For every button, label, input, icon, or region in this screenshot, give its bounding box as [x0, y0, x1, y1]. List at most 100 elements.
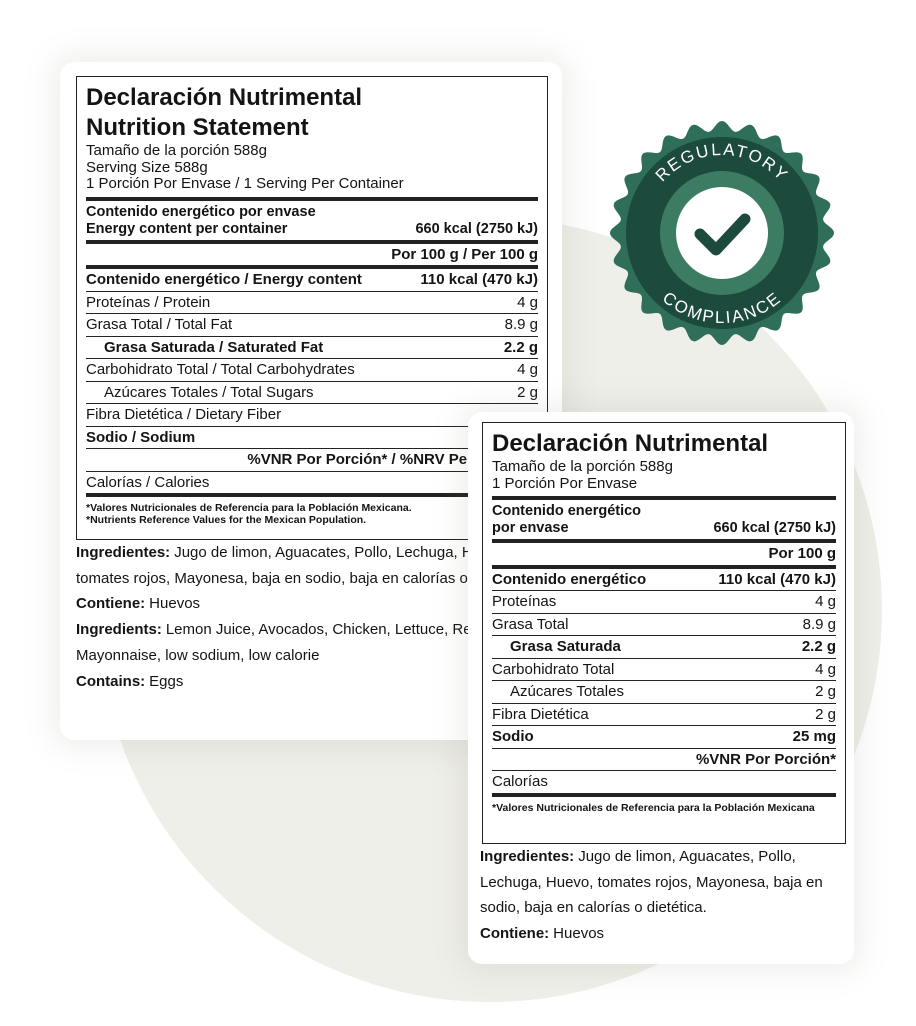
vnr-row: %VNR Por Porción* / %NRV Per Serving*	[86, 448, 538, 471]
title-line: Nutrition Statement	[86, 114, 309, 141]
row-value: 2.2 g	[503, 338, 538, 356]
row: Azúcares Totales 2 g	[492, 680, 836, 703]
row-value: 4 g	[517, 361, 538, 378]
footnote: *Valores Nutricionales de Referencia par…	[86, 502, 412, 514]
title: Declaración Nutrimental Nutrition Stateme…	[86, 83, 538, 143]
row-label: Sodio	[492, 728, 534, 745]
energy-row: Contenido energético por envase Energy co…	[86, 196, 538, 240]
row-value: 4 g	[815, 660, 836, 678]
footnote: *Valores Nutricionales de Referencia par…	[492, 801, 815, 814]
ingredient-text: Huevos	[149, 595, 201, 613]
ingredients: Ingredientes: Jugo de limon, Aguacates, P…	[480, 844, 842, 947]
row-value: 2 g	[815, 705, 836, 723]
row-label: Proteínas / Protein	[86, 293, 211, 311]
row-label: Azúcares Totales	[510, 683, 624, 700]
row-value: 25 mg	[792, 728, 836, 745]
row-label: Grasa Saturada	[510, 638, 621, 655]
row-value: 8.9 g	[802, 615, 836, 633]
energy-row: Contenido energético por envase 660 kcal (…	[492, 496, 836, 539]
serving-line: Tamaño de la porción 588g	[492, 458, 673, 475]
serving-line: 1 Porción Por Envase	[492, 474, 638, 492]
ingredient-text: Huevos	[553, 925, 605, 943]
row-value: 8.9 g	[504, 316, 538, 333]
check-mark	[694, 213, 751, 256]
row-value: 2.2 g	[801, 638, 836, 655]
row: Proteínas / Protein 4 g	[86, 290, 538, 314]
row-value: 2 g	[815, 683, 836, 700]
ingredient-text: Jugo de limon, Aguacates, Pollo, Lechuga…	[76, 544, 533, 587]
row-label: Sodio / Sodium	[86, 428, 196, 446]
ingredient-para: Ingredients: Lemon Juice, Avocados, Chick…	[76, 617, 556, 668]
title-line: Declaración Nutrimental	[86, 84, 363, 111]
row-label: Grasa Saturada / Saturated Fat	[104, 338, 324, 356]
energy-label: Contenido energético	[492, 503, 642, 519]
ingredient-text: Eggs	[149, 672, 184, 690]
ingredient-para: Contains: Eggs	[76, 669, 556, 695]
calories: Calorías / Calories	[86, 473, 210, 491]
row-label: Carbohidrato Total / Total Carbohydrates	[86, 361, 355, 378]
title-line: Declaración Nutrimental	[492, 430, 769, 457]
ingredient-label: Contiene:	[76, 595, 146, 613]
row: Sodio 25 mg	[492, 725, 836, 748]
badge-center	[676, 187, 768, 279]
row-value: 110 kcal (470 kJ)	[420, 271, 538, 288]
row-label: Contenido energético / Energy content	[86, 271, 362, 288]
per-100: Por 100 g / Per 100 g	[391, 245, 538, 263]
serving-line: 1 Porción Por Envase / 1 Serving Per Con…	[86, 175, 404, 192]
row-value: 4 g	[815, 593, 836, 610]
badge: REGULATORY COMPLIANCE	[610, 121, 834, 345]
ingredient-label: Ingredientes:	[480, 848, 575, 865]
row-label: Carbohidrato Total	[492, 660, 615, 678]
title: Declaración Nutrimental	[492, 429, 836, 459]
row-label: Azúcares Totales / Total Sugars	[104, 383, 314, 401]
footnote: *Nutrients Reference Values for the Mexi…	[86, 514, 367, 526]
ingredient-label: Ingredientes:	[76, 544, 171, 561]
ingredient-label: Ingredients:	[76, 621, 162, 639]
row: Azúcares Totales / Total Sugars 2 g	[86, 380, 538, 404]
per-100-row: Por 100 g	[492, 539, 836, 565]
serving: Tamaño de la porción 588g 1 Porción Por E…	[492, 458, 836, 492]
row: Contenido energético / Energy content 110…	[86, 265, 538, 291]
ingredients: Ingredientes: Jugo de limon, Aguacates, P…	[76, 540, 556, 694]
row-label: Grasa Total / Total Fat	[86, 316, 233, 333]
serving: Tamaño de la porción 588g Serving Size 58…	[86, 142, 538, 193]
ingredient-para: Contiene: Huevos	[76, 591, 556, 617]
row: Fibra Dietética / Dietary Fiber	[86, 403, 538, 426]
footnotes: *Valores Nutricionales de Referencia par…	[492, 792, 836, 814]
energy-label: por envase	[492, 520, 569, 536]
row: Sodio / Sodium	[86, 425, 538, 449]
energy-value: 660 kcal (2750 kJ)	[713, 520, 836, 536]
row: Grasa Total 8.9 g	[492, 612, 836, 636]
ingredient-para: Contiene: Huevos	[480, 921, 842, 947]
row: Grasa Saturada 2.2 g	[492, 635, 836, 658]
ingredient-label: Contains:	[76, 672, 146, 690]
row-value: 110 kcal (470 kJ)	[718, 570, 836, 588]
energy-label: Contenido energético por envase	[86, 203, 316, 220]
row: Fibra Dietética 2 g	[492, 702, 836, 726]
calories-row: Calorías	[492, 770, 836, 793]
ingredient-text: Jugo de limon, Aguacates, Pollo, Lechuga…	[480, 848, 823, 917]
row: Carbohidrato Total 4 g	[492, 657, 836, 681]
nutrition-table: Declaración Nutrimental Nutrition Stateme…	[76, 76, 548, 540]
serving-line: Tamaño de la porción 588g	[86, 142, 267, 159]
per-100-row: Por 100 g / Per 100 g	[86, 239, 538, 266]
row-label: Fibra Dietética	[492, 705, 589, 723]
calories-row: Calorías / Calories	[86, 470, 538, 494]
vnr: %VNR Por Porción* / %NRV Per Serving*	[247, 451, 538, 468]
per-100: Por 100 g	[768, 545, 836, 562]
ingredient-label: Contiene:	[480, 925, 550, 943]
footnotes: *Valores Nutricionales de Referencia par…	[86, 493, 538, 526]
ingredient-text: Lemon Juice, Avocados, Chicken, Lettuce,…	[76, 621, 554, 664]
energy-value: 660 kcal (2750 kJ)	[415, 220, 538, 237]
row-label: Proteínas	[492, 593, 557, 610]
calories: Calorías	[492, 773, 548, 790]
vnr-row: %VNR Por Porción*	[492, 747, 836, 771]
nutrition-table: Declaración Nutrimental Tamaño de la por…	[482, 422, 846, 844]
energy-label: Energy content per container	[86, 220, 288, 237]
row-label: Contenido energético	[492, 570, 647, 588]
ingredient-para: Ingredientes: Jugo de limon, Aguacates, P…	[480, 844, 842, 921]
serving-line: Serving Size 588g	[86, 158, 208, 176]
row: Grasa Total / Total Fat 8.9 g	[86, 313, 538, 336]
row: Grasa Saturada / Saturated Fat 2.2 g	[86, 335, 538, 359]
